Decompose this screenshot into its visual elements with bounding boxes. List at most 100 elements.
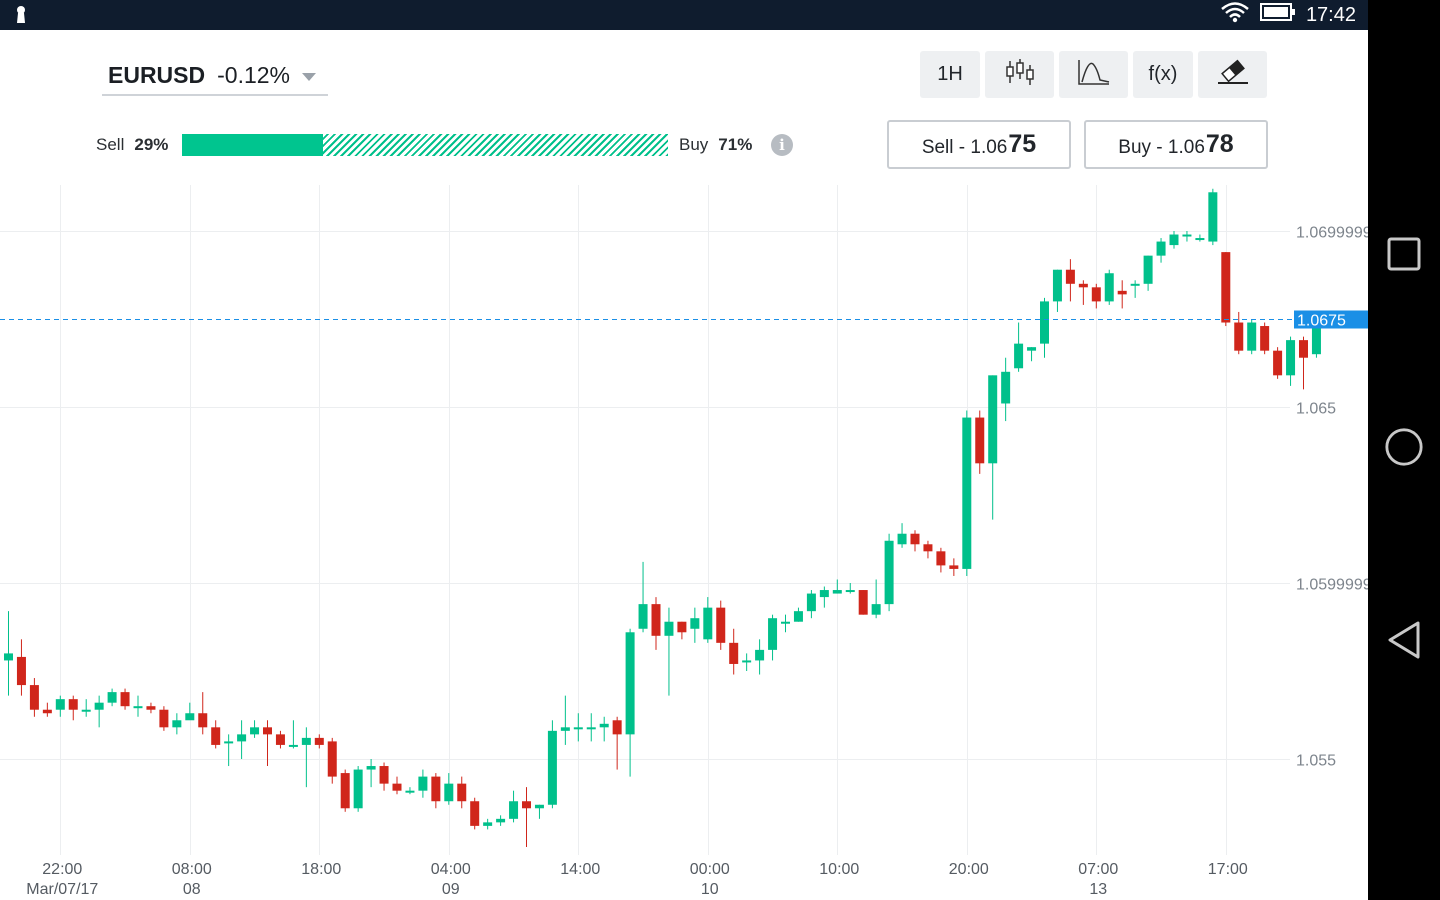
back-triangle-icon[interactable] <box>1384 620 1424 660</box>
candle-down <box>340 773 350 809</box>
clear-drawings-button[interactable] <box>1198 51 1267 98</box>
candle-down <box>975 417 985 464</box>
x-tick-date-label: 09 <box>442 881 460 898</box>
candle-up <box>1130 283 1140 286</box>
x-tick-label: 20:00 <box>949 861 989 878</box>
candle-down <box>263 727 272 735</box>
x-tick-label: 04:00 <box>431 861 471 878</box>
candle-up <box>418 776 428 791</box>
candle-up <box>806 593 816 612</box>
x-tick-label: 08:00 <box>172 861 212 878</box>
candle-down <box>146 706 156 710</box>
eraser-icon <box>1215 59 1251 91</box>
candle-up <box>496 818 506 823</box>
candle-down <box>120 692 130 707</box>
buy-sentiment-label: Buy <box>679 135 709 154</box>
candle-up <box>1001 371 1011 404</box>
candle-up <box>690 618 700 629</box>
sell-sentiment: Sell 29% <box>96 133 168 157</box>
current-price-tag <box>1294 310 1368 329</box>
candle-down <box>1091 287 1101 302</box>
candle-down <box>1065 269 1075 284</box>
candle-up <box>483 822 493 826</box>
y-tick-label: 1.0699999 <box>1296 225 1368 242</box>
x-tick-date-label: Mar/07/17 <box>26 881 98 898</box>
wifi-icon <box>1220 1 1250 29</box>
candle-up <box>81 709 91 712</box>
buy-price-label: Buy - 1.06 <box>1118 137 1205 158</box>
battery-icon <box>1259 2 1296 28</box>
candle-up <box>1052 269 1062 302</box>
timeframe-button[interactable]: 1H <box>920 51 980 98</box>
navigation-bar <box>1368 0 1440 900</box>
candle-down <box>923 544 933 552</box>
candle-up <box>781 621 790 624</box>
buy-button[interactable]: Buy - 1.06 78 <box>1084 120 1268 169</box>
candle-down <box>936 551 946 566</box>
recents-square-icon[interactable] <box>1384 234 1424 274</box>
sell-sentiment-label: Sell <box>96 135 125 154</box>
candle-up <box>703 607 713 640</box>
candle-up <box>405 790 415 793</box>
candle-up <box>664 621 674 636</box>
candle-up <box>509 801 519 819</box>
sell-sentiment-pct: 29% <box>134 135 169 154</box>
candle-down <box>677 621 687 633</box>
candle-up <box>638 604 648 629</box>
home-circle-icon[interactable] <box>1384 427 1424 467</box>
candle-down <box>275 734 285 745</box>
x-tick-label: 07:00 <box>1078 861 1118 878</box>
current-price-label: 1.0675 <box>1297 313 1346 330</box>
buy-sentiment-pct: 71% <box>718 135 753 154</box>
candle-down <box>1299 340 1308 358</box>
functions-button[interactable]: f(x) <box>1133 51 1193 98</box>
candle-up <box>1143 255 1153 284</box>
candle-up <box>1040 301 1049 344</box>
price-chart[interactable]: 1.0699999 1.065 1.0599999 1.055 1.0675 22:00 M… <box>0 185 1368 900</box>
candle-up <box>962 417 972 569</box>
buy-sentiment: Buy 71% <box>679 133 752 157</box>
candle-up <box>1027 347 1037 351</box>
candle-up <box>353 769 363 809</box>
indicators-button[interactable] <box>1059 51 1128 98</box>
instrument-selector[interactable]: EURUSD -0.12% <box>102 56 328 96</box>
chart-type-button[interactable] <box>985 51 1054 98</box>
timeframe-label: 1H <box>937 63 963 85</box>
sell-sentiment-fill <box>182 134 323 156</box>
candle-up <box>988 375 998 464</box>
candle-up <box>793 611 803 622</box>
candle-up <box>573 727 583 730</box>
x-tick-label: 18:00 <box>301 861 341 878</box>
status-bar: 17:42 <box>0 0 1368 30</box>
candle-down <box>910 533 920 545</box>
candle-down <box>612 720 622 735</box>
candle-up <box>897 533 907 545</box>
instrument-change: -0.12% <box>217 61 290 88</box>
candle-up <box>1311 322 1321 355</box>
candle-up <box>444 783 454 802</box>
x-tick-label: 17:00 <box>1208 861 1248 878</box>
candle-down <box>858 590 868 615</box>
candlestick-icon <box>1005 58 1035 91</box>
candle-down <box>949 565 959 569</box>
candle-up <box>288 744 298 747</box>
sell-button[interactable]: Sell - 1.06 75 <box>887 120 1071 169</box>
candle-down <box>716 607 726 643</box>
candle-up <box>1208 192 1218 242</box>
candle-up <box>1156 241 1166 256</box>
sentiment-bar <box>182 134 668 156</box>
candle-up <box>1286 340 1296 376</box>
candle-up <box>1104 273 1114 302</box>
candle-up <box>599 723 609 728</box>
buy-price-pips: 78 <box>1205 130 1234 158</box>
candle-down <box>457 783 467 802</box>
candle-up <box>832 590 842 594</box>
functions-label: f(x) <box>1148 63 1178 85</box>
sell-price-pips: 75 <box>1008 130 1037 158</box>
x-tick-date-label: 10 <box>701 881 719 898</box>
candle-down <box>68 699 78 710</box>
candle-up <box>1014 343 1024 369</box>
candle-down <box>379 766 389 784</box>
candle-down <box>1260 326 1270 351</box>
info-icon[interactable]: i <box>771 134 793 156</box>
